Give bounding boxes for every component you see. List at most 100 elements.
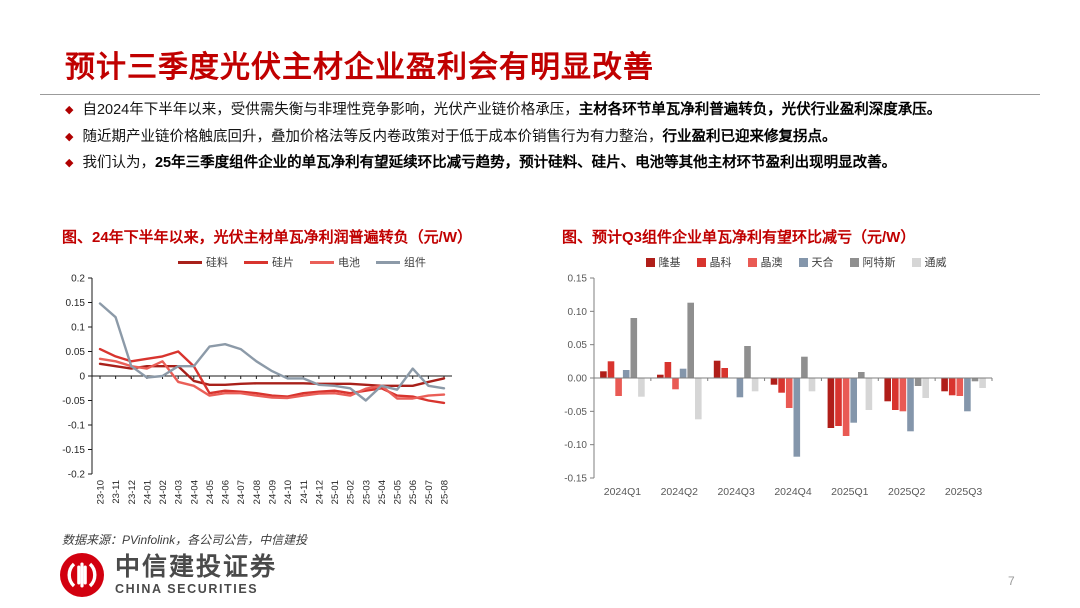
- legend-swatch-icon: [911, 257, 921, 267]
- svg-text:2025Q3: 2025Q3: [945, 486, 983, 498]
- svg-text:24-03: 24-03: [174, 480, 185, 504]
- svg-text:0.15: 0.15: [568, 274, 588, 285]
- svg-text:24-02: 24-02: [158, 480, 169, 504]
- svg-text:24-01: 24-01: [142, 480, 153, 504]
- svg-text:25-07: 25-07: [424, 480, 435, 504]
- legend-item: 硅料: [178, 254, 228, 270]
- svg-text:-0.05: -0.05: [62, 396, 85, 407]
- bullet-text: 自2024年下半年以来，受供需失衡与非理性竞争影响，光伏产业链价格承压，主材各环…: [82, 102, 942, 118]
- svg-text:24-04: 24-04: [189, 480, 200, 504]
- title-divider: [40, 94, 1040, 95]
- line-chart-legend: 硅料 硅片 电池 组件: [90, 254, 514, 270]
- svg-text:23-10: 23-10: [96, 480, 107, 504]
- svg-text:2025Q2: 2025Q2: [888, 486, 926, 498]
- legend-item: 组件: [376, 254, 426, 270]
- svg-text:-0.15: -0.15: [62, 445, 85, 456]
- svg-text:0: 0: [79, 372, 85, 383]
- legend-swatch-icon: [310, 260, 334, 264]
- legend-label: 晶科: [709, 257, 732, 269]
- company-logo: 中信建投证券 CHINA SECURITIES: [58, 551, 277, 599]
- svg-text:24-10: 24-10: [283, 480, 294, 504]
- svg-text:25-06: 25-06: [408, 480, 419, 504]
- svg-text:2024Q4: 2024Q4: [774, 486, 812, 498]
- bullet-text: 随近期产业链价格触底回升，叠加价格法等反内卷政策对于低于成本价销售行为有力整治，…: [82, 128, 837, 145]
- legend-label: 硅料: [206, 257, 228, 269]
- svg-text:2025Q1: 2025Q1: [831, 486, 869, 498]
- svg-text:25-08: 25-08: [440, 480, 451, 504]
- svg-text:-0.10: -0.10: [564, 440, 587, 451]
- logo-text: 中信建投证券 CHINA SECURITIES: [115, 552, 278, 596]
- diamond-bullet-icon: ◆: [65, 157, 74, 169]
- svg-text:2024Q2: 2024Q2: [661, 486, 699, 498]
- legend-label: 电池: [338, 257, 360, 269]
- page-number: 7: [1008, 574, 1015, 588]
- line-chart-title: 图、24年下半年以来，光伏主材单瓦净利润普遍转负（元/W）: [62, 229, 473, 246]
- legend-label: 天合: [811, 257, 834, 269]
- legend-item: 天合: [798, 254, 834, 270]
- bar-chart-legend: 隆基 晶科 晶澳 天合 阿特斯 通威: [590, 254, 1002, 270]
- legend-swatch-icon: [798, 257, 808, 267]
- legend-swatch-icon: [747, 257, 757, 267]
- legend-label: 硅片: [272, 257, 294, 269]
- legend-item: 晶澳: [747, 254, 783, 270]
- legend-label: 阿特斯: [862, 257, 896, 269]
- bullet-text: 我们认为，25年三季度组件企业的单瓦净利有望延续环比减亏趋势，预计硅料、硅片、电…: [82, 155, 897, 171]
- legend-label: 通威: [924, 257, 947, 269]
- svg-text:23-12: 23-12: [127, 480, 138, 504]
- svg-text:-0.1: -0.1: [68, 421, 86, 432]
- legend-item: 电池: [310, 254, 360, 270]
- bar-chart: 0.15 0.10 0.05 0.00 -0.05 -0.10 -0.15 2024Q1 202…: [564, 274, 993, 498]
- svg-text:0.05: 0.05: [568, 340, 588, 351]
- page-title: 预计三季度光伏主材企业盈利会有明显改善: [65, 51, 654, 84]
- svg-text:0.1: 0.1: [71, 323, 85, 334]
- svg-text:-0.2: -0.2: [68, 470, 86, 481]
- legend-swatch-icon: [696, 257, 706, 267]
- svg-text:0.15: 0.15: [66, 298, 86, 309]
- svg-text:24-06: 24-06: [221, 480, 232, 504]
- legend-item: 晶科: [696, 254, 732, 270]
- svg-text:24-11: 24-11: [299, 480, 310, 504]
- svg-text:23-11: 23-11: [111, 480, 122, 504]
- svg-text:0.10: 0.10: [568, 307, 588, 318]
- legend-label: 晶澳: [760, 257, 783, 269]
- svg-text:25-01: 25-01: [330, 480, 341, 504]
- bullet-item: ◆ 我们认为，25年三季度组件企业的单瓦净利有望延续环比减亏趋势，预计硅料、硅片…: [65, 154, 1030, 173]
- legend-swatch-icon: [645, 257, 655, 267]
- legend-item: 通威: [911, 254, 947, 270]
- legend-item: 阿特斯: [849, 254, 896, 270]
- svg-text:2024Q3: 2024Q3: [717, 486, 755, 498]
- bar-chart-title: 图、预计Q3组件企业单瓦净利有望环比减亏（元/W）: [562, 229, 916, 246]
- svg-text:24-09: 24-09: [268, 480, 279, 504]
- svg-text:25-02: 25-02: [346, 480, 357, 504]
- diamond-bullet-icon: ◆: [65, 104, 74, 116]
- legend-label: 隆基: [658, 257, 681, 269]
- legend-item: 硅片: [244, 254, 294, 270]
- svg-text:2024Q1: 2024Q1: [604, 486, 642, 498]
- bullet-list: ◆ 自2024年下半年以来，受供需失衡与非理性竞争影响，光伏产业链价格承压，主材…: [65, 101, 1030, 181]
- svg-text:-0.05: -0.05: [564, 407, 587, 418]
- bar-chart-section: 图、预计Q3组件企业单瓦净利有望环比减亏（元/W） 隆基 晶科 晶澳 天合 阿特斯 通威 …: [562, 226, 1002, 513]
- line-chart-section: 图、24年下半年以来，光伏主材单瓦净利润普遍转负（元/W） 硅料 硅片 电池 组件 0…: [62, 226, 514, 525]
- svg-text:0.05: 0.05: [66, 347, 86, 358]
- legend-swatch-icon: [178, 260, 202, 264]
- bullet-item: ◆ 自2024年下半年以来，受供需失衡与非理性竞争影响，光伏产业链价格承压，主材…: [65, 101, 1030, 120]
- svg-text:0.2: 0.2: [71, 274, 85, 285]
- bullet-item: ◆ 随近期产业链价格触底回升，叠加价格法等反内卷政策对于低于成本价销售行为有力整…: [65, 128, 1030, 147]
- svg-text:25-05: 25-05: [393, 480, 404, 504]
- svg-text:24-08: 24-08: [252, 480, 263, 504]
- svg-text:-0.15: -0.15: [564, 474, 587, 485]
- logo-en-name: CHINA SECURITIES: [115, 581, 259, 596]
- legend-item: 隆基: [645, 254, 681, 270]
- svg-text:25-04: 25-04: [377, 480, 388, 504]
- svg-text:24-12: 24-12: [314, 480, 325, 504]
- svg-text:25-03: 25-03: [361, 480, 372, 504]
- svg-text:24-07: 24-07: [236, 480, 247, 504]
- legend-label: 组件: [404, 257, 426, 269]
- logo-cn-name: 中信建投证券: [115, 552, 278, 581]
- line-chart: 0.2 0.15 0.1 0.05 0 -0.05 -0.1 -0.15 -0.2 23-10 23…: [62, 274, 452, 504]
- legend-swatch-icon: [849, 257, 859, 267]
- source-note: 数据来源：PVinfolink，各公司公告，中信建投: [62, 533, 308, 547]
- diamond-bullet-icon: ◆: [65, 130, 74, 143]
- legend-swatch-icon: [376, 260, 400, 264]
